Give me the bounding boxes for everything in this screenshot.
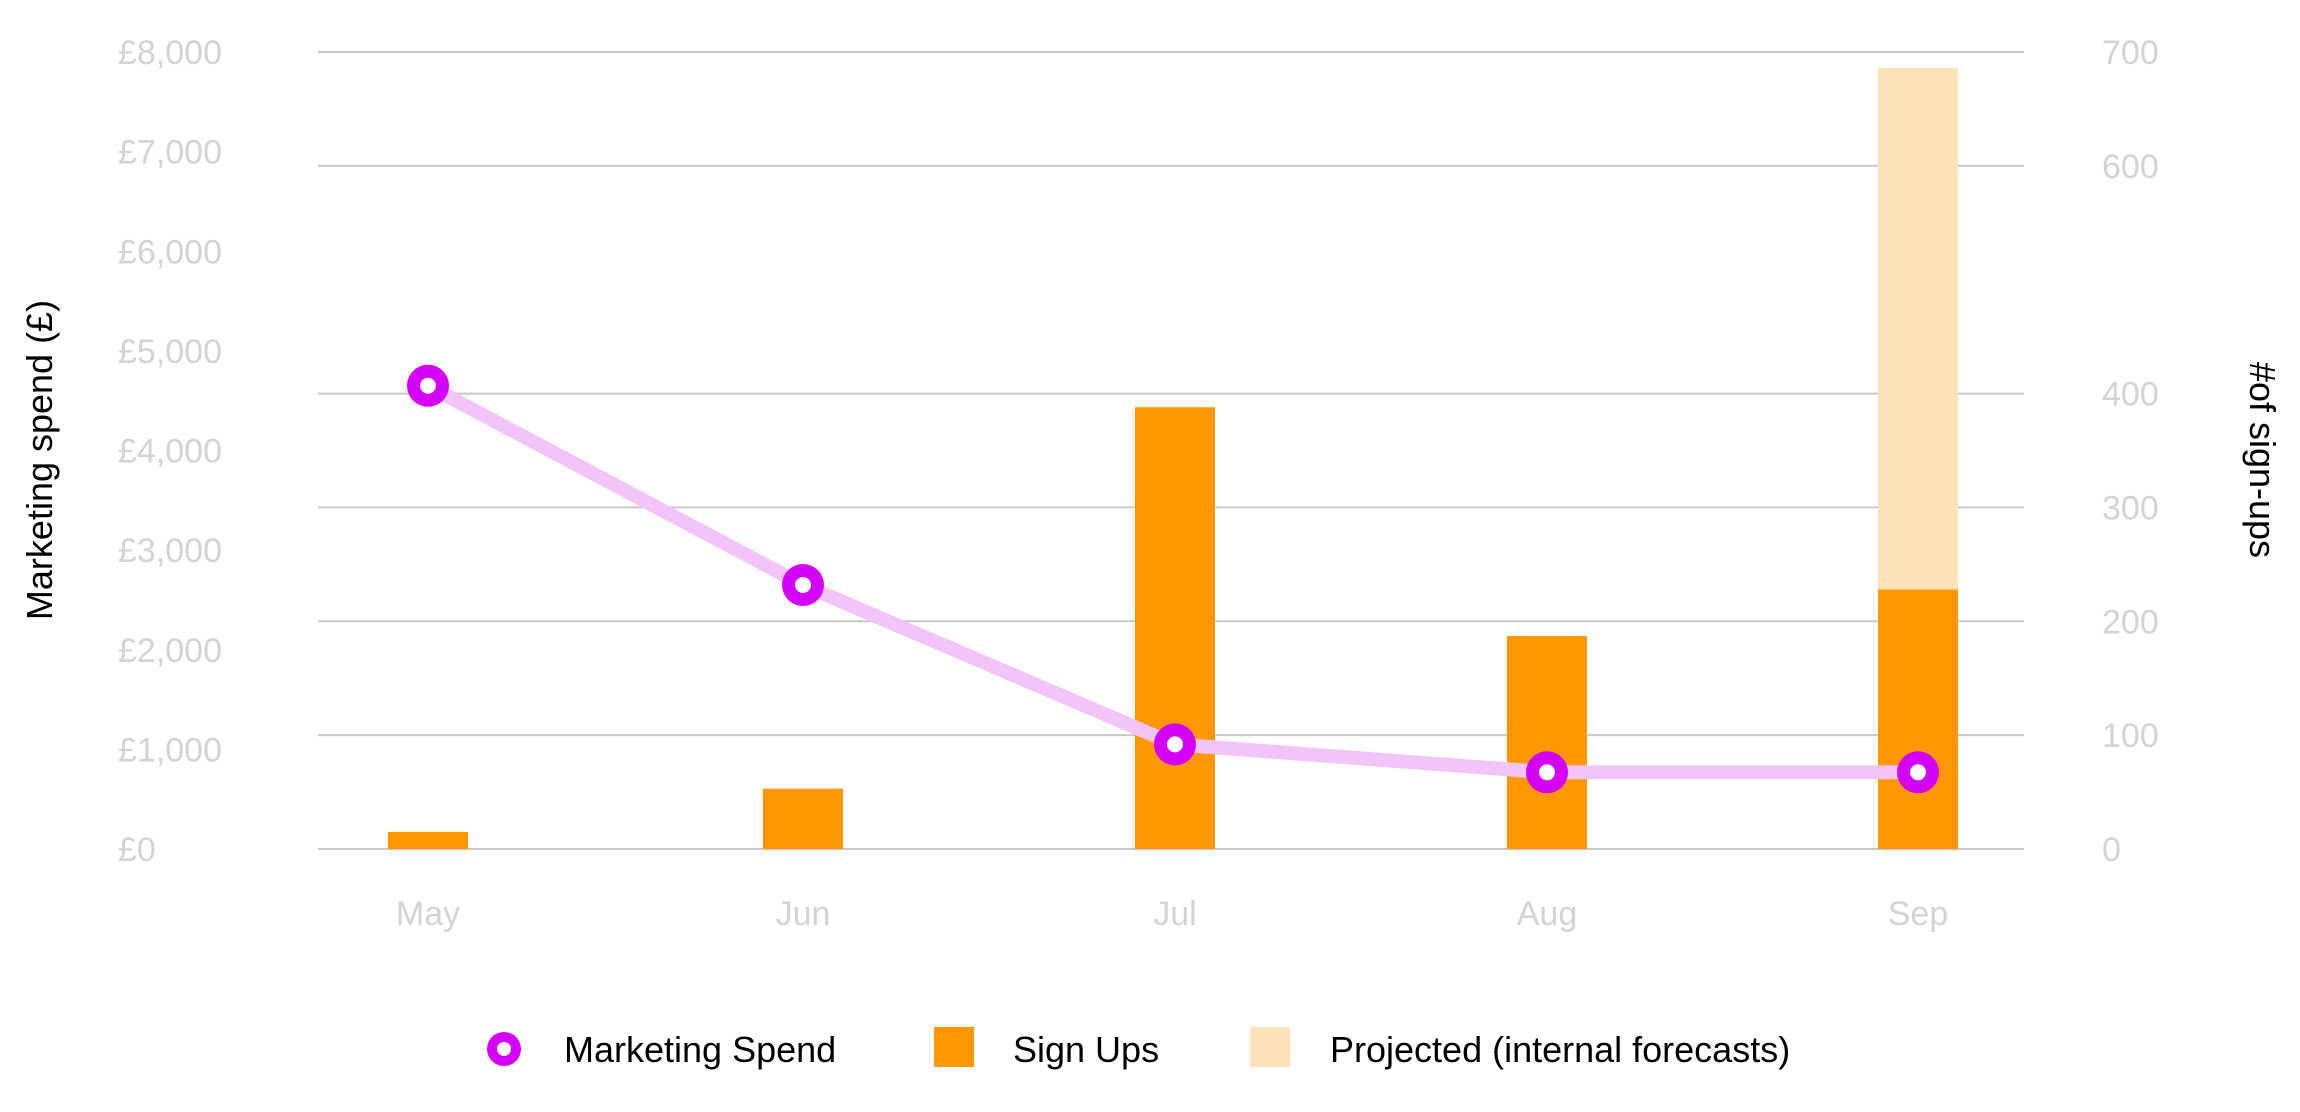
right-axis-tick-label: 300: [2102, 489, 2159, 527]
marketing-spend-point-center: [1539, 764, 1555, 781]
left-axis-tick-label: £1,000: [118, 731, 222, 769]
left-axis-tick-label: £5,000: [118, 333, 222, 371]
bars: [388, 67, 1958, 849]
sign-ups-bar: [1878, 589, 1958, 849]
x-axis-tick-label: Jul: [1153, 895, 1196, 933]
left-axis-tick-label: £7,000: [118, 134, 222, 172]
legend-item-sign-ups: Sign Ups: [934, 1027, 1159, 1070]
sign-ups-bar: [1507, 636, 1587, 849]
left-axis-tick-label: £3,000: [118, 532, 222, 570]
marketing-spend-point-center: [1910, 764, 1926, 781]
legend-label-sign-ups: Sign Ups: [1013, 1029, 1159, 1070]
legend-item-marketing-spend: Marketing Spend: [487, 1029, 836, 1070]
legend-label-marketing-spend: Marketing Spend: [564, 1029, 836, 1070]
x-axis-tick-label: May: [396, 895, 460, 933]
right-axis-tick-label: 200: [2102, 603, 2159, 641]
right-axis-tick-label: 600: [2102, 148, 2159, 186]
legend-label-projected: Projected (internal forecasts): [1330, 1029, 1790, 1070]
right-axis-tick-label: 400: [2102, 376, 2159, 414]
left-axis-title: Marketing spend (£): [19, 300, 60, 620]
right-axis-tick-label: 0: [2102, 831, 2121, 869]
legend-projected-swatch: [1250, 1027, 1290, 1067]
right-axis-title: #of sign-ups: [2242, 362, 2283, 558]
sign-ups-bar: [388, 831, 468, 849]
left-axis-tick-label: £0: [118, 831, 156, 869]
legend-sign-ups-swatch: [934, 1027, 974, 1067]
marketing-spend-line: [407, 364, 1939, 794]
marketing-spend-point-center: [420, 377, 436, 394]
legend-marketing-spend-marker-center: [497, 1042, 511, 1056]
right-axis-tick-label: 100: [2102, 717, 2159, 755]
left-axis-tick-label: £6,000: [118, 233, 222, 271]
x-axis-tick-label: Jun: [776, 895, 831, 933]
marketing-spend-point-center: [795, 576, 811, 593]
left-axis-tick-label: £8,000: [118, 34, 222, 72]
left-axis-tick-label: £4,000: [118, 433, 222, 471]
left-axis-tick-label: £2,000: [118, 632, 222, 670]
axes: £0 £1,000 £2,000 £3,000 £4,000 £5,000 £6,000 £7…: [118, 34, 2159, 933]
legend-item-projected: Projected (internal forecasts): [1250, 1027, 1790, 1070]
x-axis-tick-label: Sep: [1888, 895, 1949, 933]
sign-ups-bar: [1135, 407, 1215, 849]
right-axis-tick-label: 700: [2102, 34, 2159, 72]
marketing-spend-point-center: [1167, 736, 1183, 753]
sign-ups-bar: [763, 788, 843, 849]
projected-bar: [1878, 67, 1958, 590]
x-axis-tick-label: Aug: [1517, 895, 1578, 933]
legend: Marketing Spend Sign Ups Projected (inte…: [487, 1027, 1790, 1070]
